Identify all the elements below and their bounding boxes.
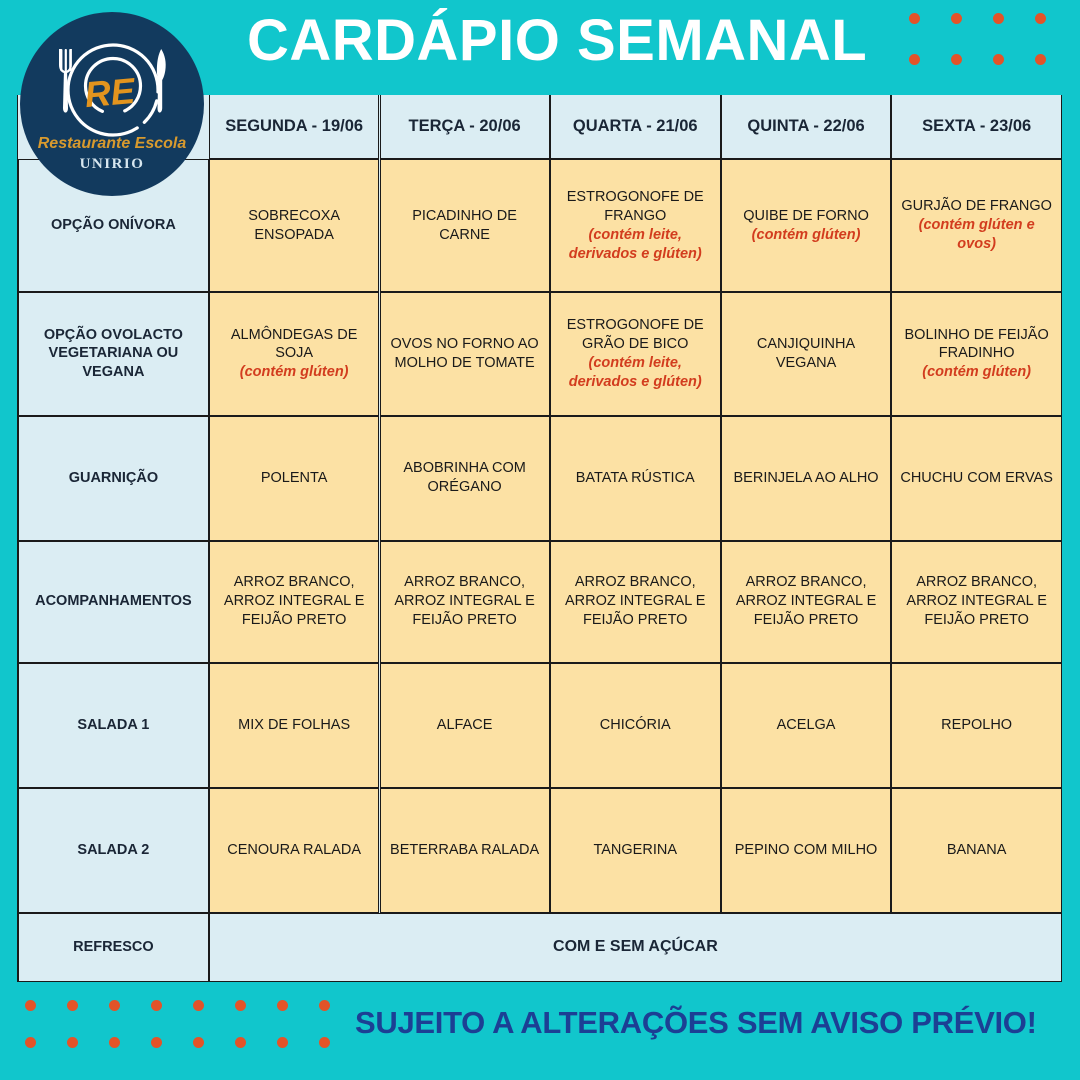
svg-text:UNIRIO: UNIRIO bbox=[80, 156, 145, 172]
svg-text:Restaurante Escola: Restaurante Escola bbox=[38, 135, 187, 152]
svg-text:RE: RE bbox=[83, 70, 137, 115]
